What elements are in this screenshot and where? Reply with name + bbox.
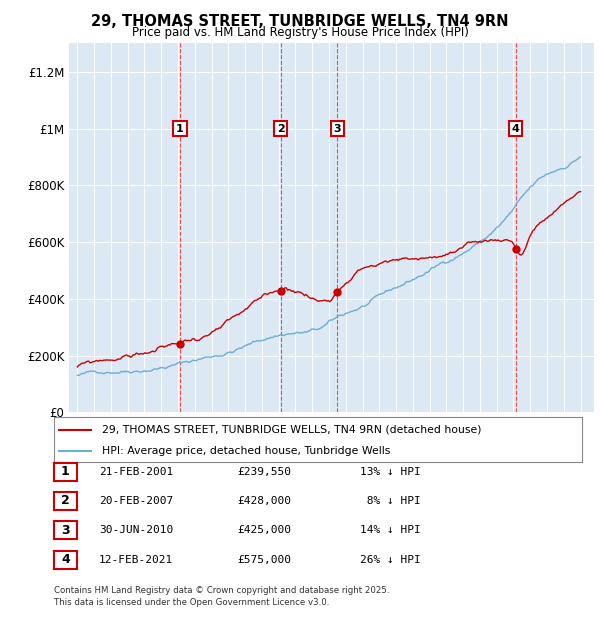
Text: 2: 2 [277,123,285,133]
Text: 26% ↓ HPI: 26% ↓ HPI [360,555,421,565]
Text: 3: 3 [334,123,341,133]
Text: 29, THOMAS STREET, TUNBRIDGE WELLS, TN4 9RN: 29, THOMAS STREET, TUNBRIDGE WELLS, TN4 … [91,14,509,29]
Text: 1: 1 [176,123,184,133]
Text: £428,000: £428,000 [237,496,291,506]
Text: 8% ↓ HPI: 8% ↓ HPI [360,496,421,506]
Text: 29, THOMAS STREET, TUNBRIDGE WELLS, TN4 9RN (detached house): 29, THOMAS STREET, TUNBRIDGE WELLS, TN4 … [101,425,481,435]
Text: £575,000: £575,000 [237,555,291,565]
Text: 1: 1 [61,466,70,478]
Text: HPI: Average price, detached house, Tunbridge Wells: HPI: Average price, detached house, Tunb… [101,446,390,456]
Text: 12-FEB-2021: 12-FEB-2021 [99,555,173,565]
Text: 30-JUN-2010: 30-JUN-2010 [99,525,173,535]
Text: Contains HM Land Registry data © Crown copyright and database right 2025.
This d: Contains HM Land Registry data © Crown c… [54,586,389,607]
Text: Price paid vs. HM Land Registry's House Price Index (HPI): Price paid vs. HM Land Registry's House … [131,26,469,39]
Text: 2: 2 [61,495,70,507]
Text: 21-FEB-2001: 21-FEB-2001 [99,467,173,477]
Text: 3: 3 [61,524,70,536]
Text: 14% ↓ HPI: 14% ↓ HPI [360,525,421,535]
Text: 4: 4 [512,123,520,133]
Text: 13% ↓ HPI: 13% ↓ HPI [360,467,421,477]
Text: £239,550: £239,550 [237,467,291,477]
Text: £425,000: £425,000 [237,525,291,535]
Text: 20-FEB-2007: 20-FEB-2007 [99,496,173,506]
Text: 4: 4 [61,554,70,566]
